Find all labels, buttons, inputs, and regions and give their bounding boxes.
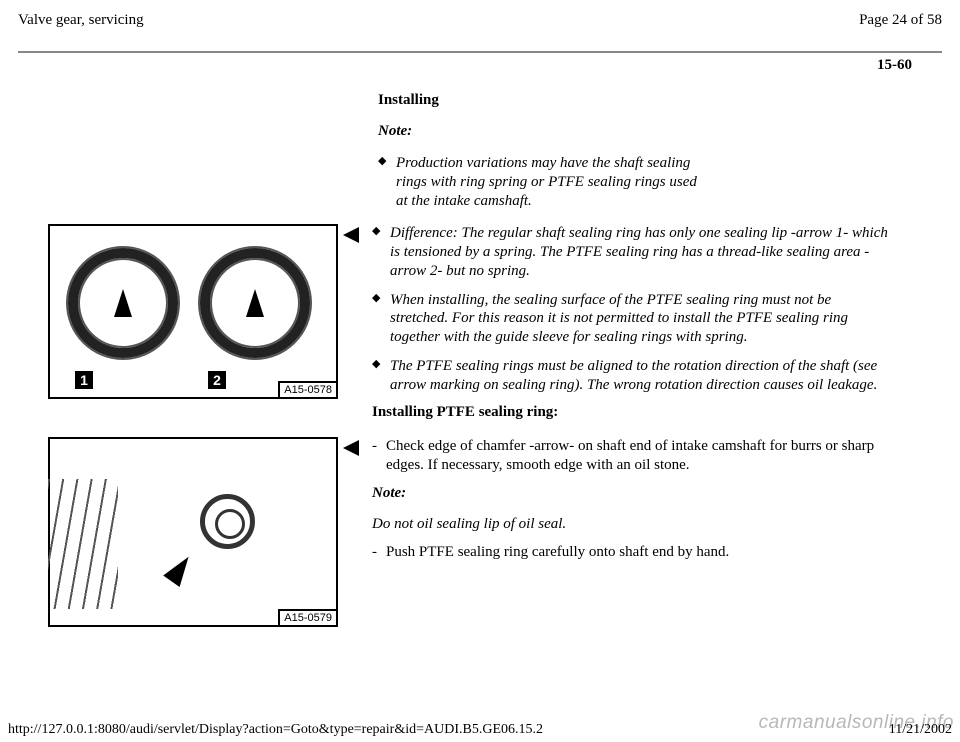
figure-2: A15-0579 (48, 437, 338, 627)
list-item: Difference: The regular shaft sealing ri… (372, 224, 892, 280)
top-notes-block: Installing Note: Production variations m… (378, 92, 708, 210)
header-title: Valve gear, servicing (18, 12, 144, 29)
block-1-list: Difference: The regular shaft sealing ri… (372, 224, 892, 394)
header-divider (18, 51, 942, 53)
figure-2-circle (200, 494, 255, 549)
ring-2 (200, 248, 310, 358)
block-1-text: Difference: The regular shaft sealing ri… (372, 224, 892, 423)
block-2-step-list: Check edge of chamfer -arrow- on shaft e… (372, 437, 892, 475)
page-code: 15-60 (18, 57, 942, 74)
block-1: 1 2 A15-0578 Difference: The regular sha… (48, 224, 912, 423)
footer-url: http://127.0.0.1:8080/audi/servlet/Displ… (8, 722, 543, 738)
heading-installing: Installing (378, 92, 708, 109)
list-item: When installing, the sealing surface of … (372, 291, 892, 347)
figure-2-hatch (48, 479, 118, 609)
footer-date: 11/21/2002 (889, 722, 952, 738)
triangle-marker-icon (342, 439, 364, 457)
arrow-icon (163, 551, 197, 587)
block-2-step-list-2: Push PTFE sealing ring carefully onto sh… (372, 543, 892, 562)
note-heading: Note: (372, 485, 892, 502)
figure-1: 1 2 A15-0578 (48, 224, 338, 399)
list-item: The PTFE sealing rings must be aligned t… (372, 357, 892, 395)
header-page: Page 24 of 58 (859, 12, 942, 29)
page-footer: http://127.0.0.1:8080/audi/servlet/Displ… (8, 722, 952, 738)
list-item: Check edge of chamfer -arrow- on shaft e… (372, 437, 892, 475)
list-item: Push PTFE sealing ring carefully onto sh… (372, 543, 892, 562)
arrow-up-icon (114, 289, 132, 317)
heading-note: Note: (378, 123, 708, 140)
figure-1-label: A15-0578 (278, 381, 336, 397)
top-note-list: Production variations may have the shaft… (378, 154, 708, 210)
block-2-text: Check edge of chamfer -arrow- on shaft e… (372, 437, 892, 571)
page-header: Valve gear, servicing Page 24 of 58 (18, 12, 942, 51)
content: Installing Note: Production variations m… (18, 92, 942, 627)
block-2: A15-0579 Check edge of chamfer -arrow- o… (48, 437, 912, 627)
figure-2-label: A15-0579 (278, 609, 336, 625)
triangle-marker-icon (342, 226, 364, 244)
arrow-up-icon (246, 289, 264, 317)
figure-badge-2: 2 (208, 371, 226, 389)
figure-badge-1: 1 (75, 371, 93, 389)
top-note-item: Production variations may have the shaft… (378, 154, 708, 210)
subheading-ptfe: Installing PTFE sealing ring: (372, 404, 892, 421)
note-body: Do not oil sealing lip of oil seal. (372, 516, 892, 533)
ring-1 (68, 248, 178, 358)
